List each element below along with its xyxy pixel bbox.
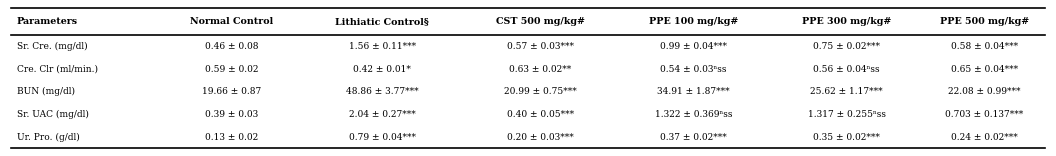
Text: 0.42 ± 0.01*: 0.42 ± 0.01* (353, 65, 411, 74)
Text: 0.13 ± 0.02: 0.13 ± 0.02 (206, 132, 259, 141)
Text: BUN (mg/dl): BUN (mg/dl) (17, 87, 75, 96)
Text: 34.91 ± 1.87***: 34.91 ± 1.87*** (657, 87, 730, 96)
Text: PPE 100 mg/kg#: PPE 100 mg/kg# (648, 17, 738, 26)
Text: 0.58 ± 0.04***: 0.58 ± 0.04*** (950, 42, 1018, 51)
Text: Normal Control: Normal Control (190, 17, 274, 26)
Text: 0.54 ± 0.03ⁿss: 0.54 ± 0.03ⁿss (660, 65, 727, 74)
Text: 0.56 ± 0.04ⁿss: 0.56 ± 0.04ⁿss (813, 65, 880, 74)
Text: 48.86 ± 3.77***: 48.86 ± 3.77*** (345, 87, 418, 96)
Text: Lithiatic Control§: Lithiatic Control§ (335, 17, 429, 26)
Text: Cre. Clr (ml/min.): Cre. Clr (ml/min.) (17, 65, 98, 74)
Text: 20.99 ± 0.75***: 20.99 ± 0.75*** (504, 87, 577, 96)
Text: 0.46 ± 0.08: 0.46 ± 0.08 (205, 42, 259, 51)
Text: 1.322 ± 0.369ⁿss: 1.322 ± 0.369ⁿss (655, 110, 732, 119)
Text: 0.20 ± 0.03***: 0.20 ± 0.03*** (507, 132, 573, 141)
Text: Sr. UAC (mg/dl): Sr. UAC (mg/dl) (17, 110, 89, 119)
Text: 1.317 ± 0.255ⁿss: 1.317 ± 0.255ⁿss (808, 110, 886, 119)
Text: 0.59 ± 0.02: 0.59 ± 0.02 (205, 65, 259, 74)
Text: 0.99 ± 0.04***: 0.99 ± 0.04*** (660, 42, 728, 51)
Text: PPE 300 mg/kg#: PPE 300 mg/kg# (803, 17, 891, 26)
Text: 0.75 ± 0.02***: 0.75 ± 0.02*** (813, 42, 881, 51)
Text: Parameters: Parameters (17, 17, 78, 26)
Text: 22.08 ± 0.99***: 22.08 ± 0.99*** (948, 87, 1021, 96)
Text: PPE 500 mg/kg#: PPE 500 mg/kg# (940, 17, 1029, 26)
Text: 19.66 ± 0.87: 19.66 ± 0.87 (203, 87, 262, 96)
Text: 0.40 ± 0.05***: 0.40 ± 0.05*** (507, 110, 574, 119)
Text: 0.57 ± 0.03***: 0.57 ± 0.03*** (507, 42, 573, 51)
Text: CST 500 mg/kg#: CST 500 mg/kg# (496, 17, 585, 26)
Text: 2.04 ± 0.27***: 2.04 ± 0.27*** (348, 110, 415, 119)
Text: 1.56 ± 0.11***: 1.56 ± 0.11*** (348, 42, 416, 51)
Text: Sr. Cre. (mg/dl): Sr. Cre. (mg/dl) (17, 42, 88, 51)
Text: 0.37 ± 0.02***: 0.37 ± 0.02*** (660, 132, 727, 141)
Text: 0.35 ± 0.02***: 0.35 ± 0.02*** (813, 132, 881, 141)
Text: 0.79 ± 0.04***: 0.79 ± 0.04*** (348, 132, 416, 141)
Text: 0.39 ± 0.03: 0.39 ± 0.03 (206, 110, 259, 119)
Text: 0.63 ± 0.02**: 0.63 ± 0.02** (509, 65, 571, 74)
Text: 0.703 ± 0.137***: 0.703 ± 0.137*** (945, 110, 1023, 119)
Text: 0.65 ± 0.04***: 0.65 ± 0.04*** (950, 65, 1018, 74)
Text: 0.24 ± 0.02***: 0.24 ± 0.02*** (951, 132, 1018, 141)
Text: Ur. Pro. (g/dl): Ur. Pro. (g/dl) (17, 132, 79, 141)
Text: 25.62 ± 1.17***: 25.62 ± 1.17*** (810, 87, 883, 96)
